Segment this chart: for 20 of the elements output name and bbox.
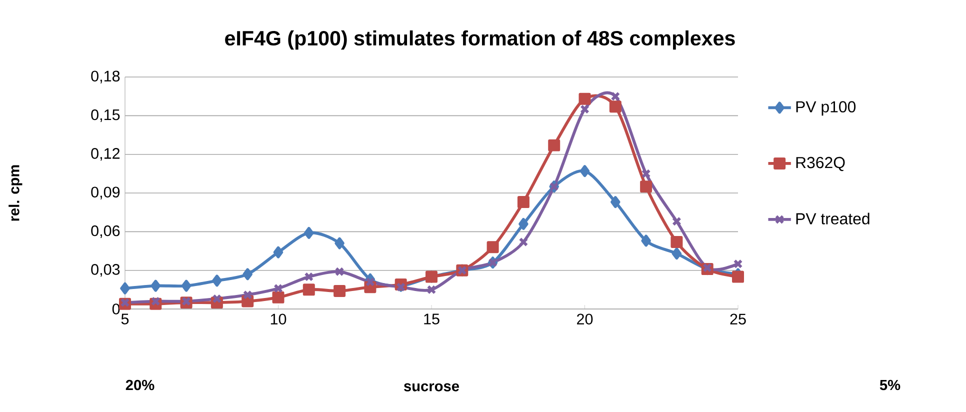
legend-label: PV treated [796, 212, 870, 224]
y-axis-title: rel. cpm [8, 165, 22, 221]
x-tick-label: 20 [577, 314, 593, 325]
x-tick-label: 25 [730, 314, 746, 325]
y-tick-label: 0,06 [91, 225, 120, 238]
x-axis-title: sucrose [404, 383, 460, 392]
x-tick-label: 5 [121, 314, 129, 324]
chart-title: eIF4G (p100) stimulates formation of 48S complexes [225, 30, 735, 50]
legend-label: PV p100 [796, 101, 856, 116]
y-tick-label: 0 [112, 304, 120, 314]
y-tick-label: 0,03 [91, 264, 120, 277]
x-tick-label: 10 [270, 314, 286, 325]
text: 20% [126, 380, 154, 390]
y-tick-label: 0,12 [91, 148, 120, 161]
text: 5% [880, 380, 900, 390]
legend-label: R362Q [796, 156, 845, 172]
x-tick-label: 15 [424, 314, 440, 324]
y-tick-label: 0,15 [91, 109, 120, 122]
y-tick-label: 0,18 [91, 70, 120, 84]
y-tick-label: 0,09 [91, 186, 120, 200]
